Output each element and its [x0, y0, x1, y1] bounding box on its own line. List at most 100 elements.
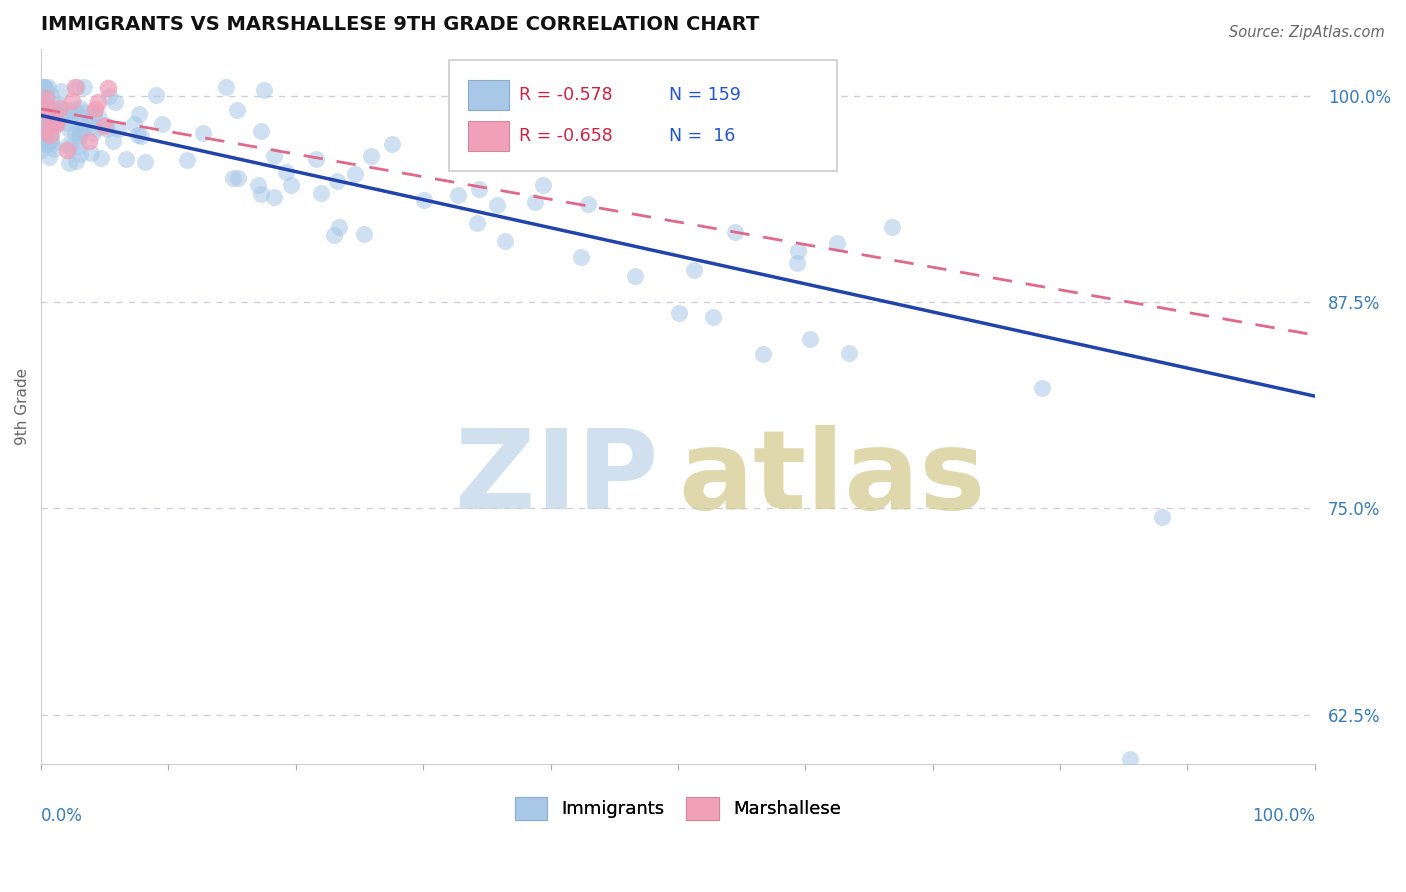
Point — [325, 174, 347, 188]
Point — [880, 219, 903, 234]
Text: Source: ZipAtlas.com: Source: ZipAtlas.com — [1229, 25, 1385, 40]
Point — [191, 126, 214, 140]
Point — [32, 80, 55, 95]
Point — [1119, 752, 1142, 766]
Point — [104, 95, 127, 110]
Point — [122, 117, 145, 131]
Point — [39, 128, 62, 143]
Point — [323, 227, 346, 242]
Point — [128, 107, 150, 121]
Point — [31, 127, 53, 141]
Point — [702, 310, 724, 324]
Point — [44, 142, 66, 156]
Point — [31, 95, 53, 110]
Text: ZIP: ZIP — [456, 425, 659, 532]
Point — [39, 134, 62, 148]
Y-axis label: 9th Grade: 9th Grade — [15, 368, 30, 445]
Point — [103, 134, 125, 148]
Point — [246, 178, 269, 193]
Point — [96, 81, 118, 95]
Point — [90, 151, 112, 165]
Legend: Immigrants, Marshallese: Immigrants, Marshallese — [508, 790, 848, 827]
Point — [41, 117, 63, 131]
Point — [145, 88, 167, 103]
Point — [31, 117, 53, 131]
Point — [668, 306, 690, 320]
Point — [34, 123, 56, 137]
Point — [253, 83, 276, 97]
Point — [35, 106, 58, 120]
Point — [32, 80, 55, 95]
Point — [38, 102, 60, 116]
Point — [494, 235, 516, 249]
Point — [34, 106, 56, 120]
Point — [83, 106, 105, 120]
Point — [41, 120, 63, 134]
Point — [610, 151, 633, 165]
Point — [96, 122, 118, 136]
Point — [263, 149, 285, 163]
Point — [752, 347, 775, 361]
Point — [48, 104, 70, 119]
FancyBboxPatch shape — [468, 121, 509, 151]
Point — [31, 94, 53, 108]
Point — [225, 103, 247, 118]
Point — [263, 190, 285, 204]
Point — [58, 156, 80, 170]
Point — [56, 143, 79, 157]
Point — [58, 139, 80, 153]
Point — [523, 195, 546, 210]
Point — [222, 171, 245, 186]
Point — [41, 137, 63, 152]
Point — [93, 119, 115, 133]
Point — [42, 103, 65, 118]
Point — [67, 138, 90, 153]
Point — [35, 81, 58, 95]
Point — [569, 250, 592, 264]
Point — [465, 216, 488, 230]
Point — [250, 124, 273, 138]
Point — [31, 128, 53, 142]
Point — [150, 117, 173, 131]
Point — [69, 111, 91, 125]
Point — [30, 116, 52, 130]
Point — [83, 111, 105, 125]
Point — [381, 137, 404, 152]
Point — [305, 153, 328, 167]
Point — [799, 333, 821, 347]
Point — [97, 89, 120, 103]
Point — [30, 80, 52, 95]
Point — [39, 129, 62, 144]
Point — [63, 102, 86, 116]
Point — [73, 80, 96, 95]
Point — [35, 103, 58, 117]
Point — [115, 152, 138, 166]
Point — [30, 80, 52, 95]
Point — [51, 109, 73, 123]
Point — [786, 256, 808, 270]
Point — [56, 116, 79, 130]
Point — [544, 150, 567, 164]
Point — [55, 103, 77, 118]
Point — [34, 136, 56, 151]
Point — [63, 80, 86, 95]
Point — [70, 122, 93, 136]
Point — [56, 137, 79, 152]
Point — [35, 132, 58, 146]
Point — [69, 124, 91, 138]
Text: 100.0%: 100.0% — [1251, 807, 1315, 825]
Point — [67, 130, 90, 145]
Point — [215, 80, 238, 95]
Point — [226, 171, 249, 186]
Point — [413, 193, 436, 207]
Point — [31, 84, 53, 98]
Point — [31, 93, 53, 107]
Point — [32, 100, 55, 114]
Point — [39, 102, 62, 116]
Text: R = -0.578: R = -0.578 — [519, 87, 613, 104]
Point — [63, 126, 86, 140]
Point — [328, 219, 350, 234]
Point — [67, 128, 90, 142]
FancyBboxPatch shape — [468, 80, 509, 111]
Point — [37, 122, 59, 136]
